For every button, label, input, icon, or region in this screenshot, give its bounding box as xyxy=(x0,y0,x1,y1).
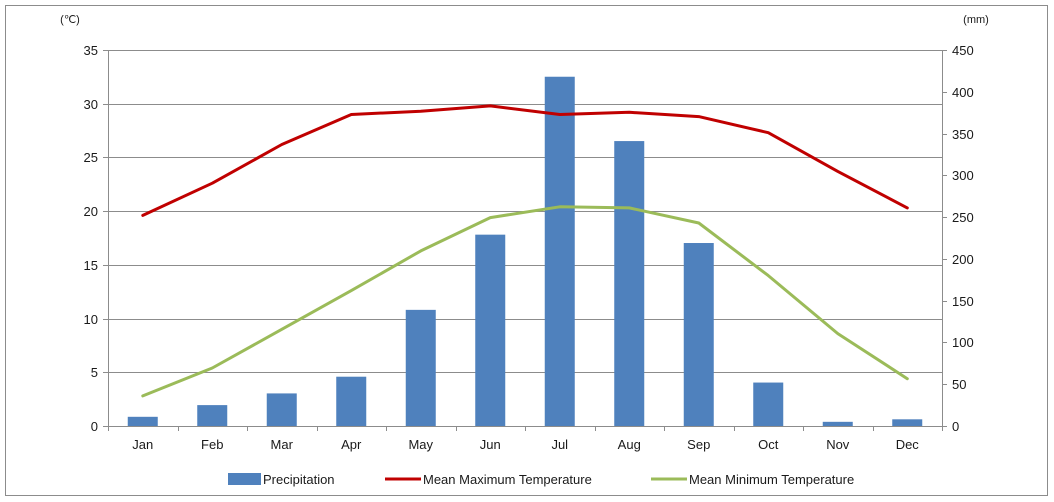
x-tick-label: Dec xyxy=(896,437,920,452)
legend-precipitation-swatch xyxy=(228,473,261,485)
right-tick-label: 100 xyxy=(952,335,974,350)
precipitation-bar xyxy=(683,243,714,426)
precipitation-bar xyxy=(544,76,575,426)
precipitation-bar xyxy=(822,421,853,426)
precipitation-bar xyxy=(405,309,436,426)
x-tick-label: Feb xyxy=(201,437,223,452)
left-tick-label: 30 xyxy=(84,97,98,112)
x-tick-label: Aug xyxy=(618,437,641,452)
right-tick-label: 50 xyxy=(952,377,966,392)
left-tick-label: 10 xyxy=(84,312,98,327)
right-tick-label: 200 xyxy=(952,252,974,267)
left-axis-unit: (℃) xyxy=(60,14,80,26)
right-tick-label: 400 xyxy=(952,85,974,100)
precipitation-bar xyxy=(892,419,923,426)
legend-min-temperature-label: Mean Minimum Temperature xyxy=(689,472,854,487)
right-tick-label: 350 xyxy=(952,127,974,142)
chart-frame xyxy=(5,5,1048,496)
precipitation-bar xyxy=(753,382,784,426)
right-tick-label: 250 xyxy=(952,210,974,225)
left-tick-label: 5 xyxy=(91,365,98,380)
right-tick-label: 300 xyxy=(952,168,974,183)
x-tick-label: Jun xyxy=(480,437,501,452)
min-temperature-line xyxy=(141,205,909,398)
x-tick-label: Apr xyxy=(341,437,362,452)
right-tick-label: 0 xyxy=(952,419,959,434)
right-axis-unit: (mm) xyxy=(963,14,989,26)
precipitation-bar xyxy=(614,141,645,426)
left-tick-label: 35 xyxy=(84,43,98,58)
precipitation-bar xyxy=(197,405,228,426)
max-temperature-line xyxy=(141,104,909,217)
left-tick-label: 0 xyxy=(91,419,98,434)
precipitation-bar xyxy=(266,393,297,426)
x-tick-label: Sep xyxy=(687,437,710,452)
x-tick-label: Nov xyxy=(826,437,850,452)
x-tick-label: Mar xyxy=(271,437,294,452)
precipitation-bar xyxy=(475,234,506,426)
left-tick-label: 25 xyxy=(84,150,98,165)
x-tick-label: Jan xyxy=(132,437,153,452)
legend-precipitation-label: Precipitation xyxy=(263,472,335,487)
x-tick-label: May xyxy=(408,437,433,452)
legend-max-temperature-label: Mean Maximum Temperature xyxy=(423,472,592,487)
x-tick-label: Jul xyxy=(551,437,568,452)
left-tick-label: 15 xyxy=(84,258,98,273)
precipitation-bar xyxy=(336,376,367,426)
x-tick-label: Oct xyxy=(758,437,779,452)
left-tick-label: 20 xyxy=(84,204,98,219)
right-tick-label: 150 xyxy=(952,294,974,309)
right-tick-label: 450 xyxy=(952,43,974,58)
precipitation-bar xyxy=(127,416,158,426)
